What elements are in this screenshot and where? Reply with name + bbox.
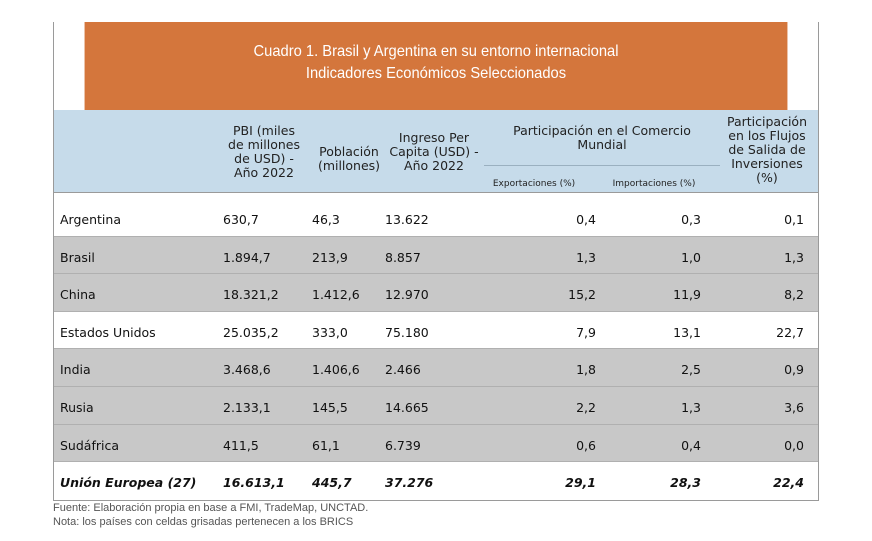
header-import: Importaciones (%) — [612, 179, 696, 189]
footnote-source: Fuente: Elaboración propia en base a FMI… — [53, 502, 369, 514]
cell-pob: 1.406,6 — [312, 362, 360, 378]
table-row: China 18.321,2 1.412,6 12.970 15,2 11,9 8,2 — [54, 274, 818, 312]
indicators-table: Cuadro 1. Brasil y Argentina en su entor… — [53, 22, 819, 501]
cell-exp: 0,4 — [576, 212, 596, 227]
cell-exp: 1,3 — [576, 249, 596, 265]
table-row: Argentina 630,7 46,3 13.622 0,4 0,3 0,1 — [54, 199, 818, 237]
cell-imp: 0,3 — [681, 212, 701, 227]
table-header: PBI (miles de millones de USD) - Año 2022 P… — [54, 110, 818, 193]
cell-pais: Rusia — [60, 399, 94, 415]
cell-pais: Estados Unidos — [60, 324, 156, 340]
cell-pob: 213,9 — [312, 249, 348, 265]
cell-imp: 0,4 — [681, 437, 701, 453]
cell-pob: 145,5 — [312, 399, 348, 415]
table-row: Unión Europea (27) 16.613,1 445,7 37.276 29,… — [54, 462, 818, 500]
cell-pob: 333,0 — [312, 324, 348, 340]
cell-exp: 2,2 — [576, 399, 596, 415]
cell-ing: 12.970 — [385, 287, 429, 303]
cell-flu: 22,4 — [773, 475, 804, 491]
cell-pbi: 630,7 — [223, 212, 259, 227]
cell-imp: 1,0 — [681, 249, 701, 265]
cell-ing: 14.665 — [385, 399, 429, 415]
cell-imp: 28,3 — [670, 475, 701, 491]
cell-flu: 0,9 — [784, 362, 804, 378]
cell-exp: 29,1 — [565, 475, 596, 491]
footnote-note: Nota: los países con celdas grisadas per… — [53, 516, 354, 528]
cell-pbi: 411,5 — [223, 437, 259, 453]
cell-pbi: 1.894,7 — [223, 249, 271, 265]
cell-exp: 15,2 — [568, 287, 596, 303]
subtitle-line: Indicadores Económicos Seleccionados — [305, 65, 567, 82]
cell-flu: 8,2 — [784, 287, 804, 303]
header-ingreso: Ingreso Per Capita (USD) - Año 2022 — [389, 130, 479, 173]
cell-flu: 0,1 — [784, 212, 804, 227]
table-row: Sudáfrica 411,5 61,1 6.739 0,6 0,4 0,0 — [54, 424, 818, 463]
cell-pob: 61,1 — [312, 437, 340, 453]
cell-pob: 1.412,6 — [312, 287, 360, 303]
cell-pbi: 16.613,1 — [223, 475, 285, 491]
cell-imp: 13,1 — [673, 324, 701, 340]
cell-pbi: 3.468,6 — [223, 362, 271, 378]
cell-ing: 13.622 — [385, 212, 429, 227]
table-row: India 3.468,6 1.406,6 2.466 1,8 2,5 0,9 — [54, 349, 818, 387]
header-divider — [484, 165, 720, 166]
header-pbi: PBI (miles de millones de USD) - Año 2022 — [228, 123, 300, 180]
table-title: Cuadro 1. Brasil y Argentina en su entor… — [84, 22, 788, 110]
cell-exp: 1,8 — [576, 362, 596, 378]
header-export: Exportaciones (%) — [492, 179, 576, 189]
cell-pais: Unión Europea (27) — [60, 475, 197, 491]
cell-flu: 22,7 — [776, 324, 804, 340]
cell-pob: 46,3 — [312, 212, 340, 227]
cell-pais: India — [60, 362, 91, 378]
table-row: Rusia 2.133,1 145,5 14.665 2,2 1,3 3,6 — [54, 386, 818, 425]
cell-pais: Argentina — [60, 212, 121, 227]
cell-pais: Sudáfrica — [60, 437, 119, 453]
cell-ing: 37.276 — [385, 475, 434, 491]
cell-ing: 8.857 — [385, 249, 421, 265]
cell-pob: 445,7 — [312, 475, 352, 491]
cell-pbi: 2.133,1 — [223, 399, 271, 415]
cell-pais: Brasil — [60, 249, 95, 265]
cell-ing: 2.466 — [385, 362, 421, 378]
cell-pais: China — [60, 287, 96, 303]
title-line: Cuadro 1. Brasil y Argentina en su entor… — [253, 43, 619, 60]
cell-exp: 0,6 — [576, 437, 596, 453]
header-flujos: Participación en los Flujos de Salida de In… — [726, 114, 807, 185]
table-row: Estados Unidos 25.035,2 333,0 75.180 7,9 13,1… — [54, 312, 818, 350]
table-body: Argentina 630,7 46,3 13.622 0,4 0,3 0,1 Brasil 1… — [54, 199, 818, 500]
cell-flu: 0,0 — [784, 437, 804, 453]
header-comercio: Participación en el Comercio Mundial — [513, 123, 691, 152]
cell-imp: 2,5 — [681, 362, 701, 378]
table-row: Brasil 1.894,7 213,9 8.857 1,3 1,0 1,3 — [54, 236, 818, 275]
cell-exp: 7,9 — [576, 324, 596, 340]
cell-imp: 1,3 — [681, 399, 701, 415]
cell-flu: 3,6 — [784, 399, 804, 415]
cell-imp: 11,9 — [673, 287, 701, 303]
header-poblacion: Población (millones) — [317, 144, 381, 173]
cell-pbi: 25.035,2 — [223, 324, 279, 340]
cell-flu: 1,3 — [784, 249, 804, 265]
cell-ing: 75.180 — [385, 324, 429, 340]
cell-pbi: 18.321,2 — [223, 287, 279, 303]
cell-ing: 6.739 — [385, 437, 421, 453]
